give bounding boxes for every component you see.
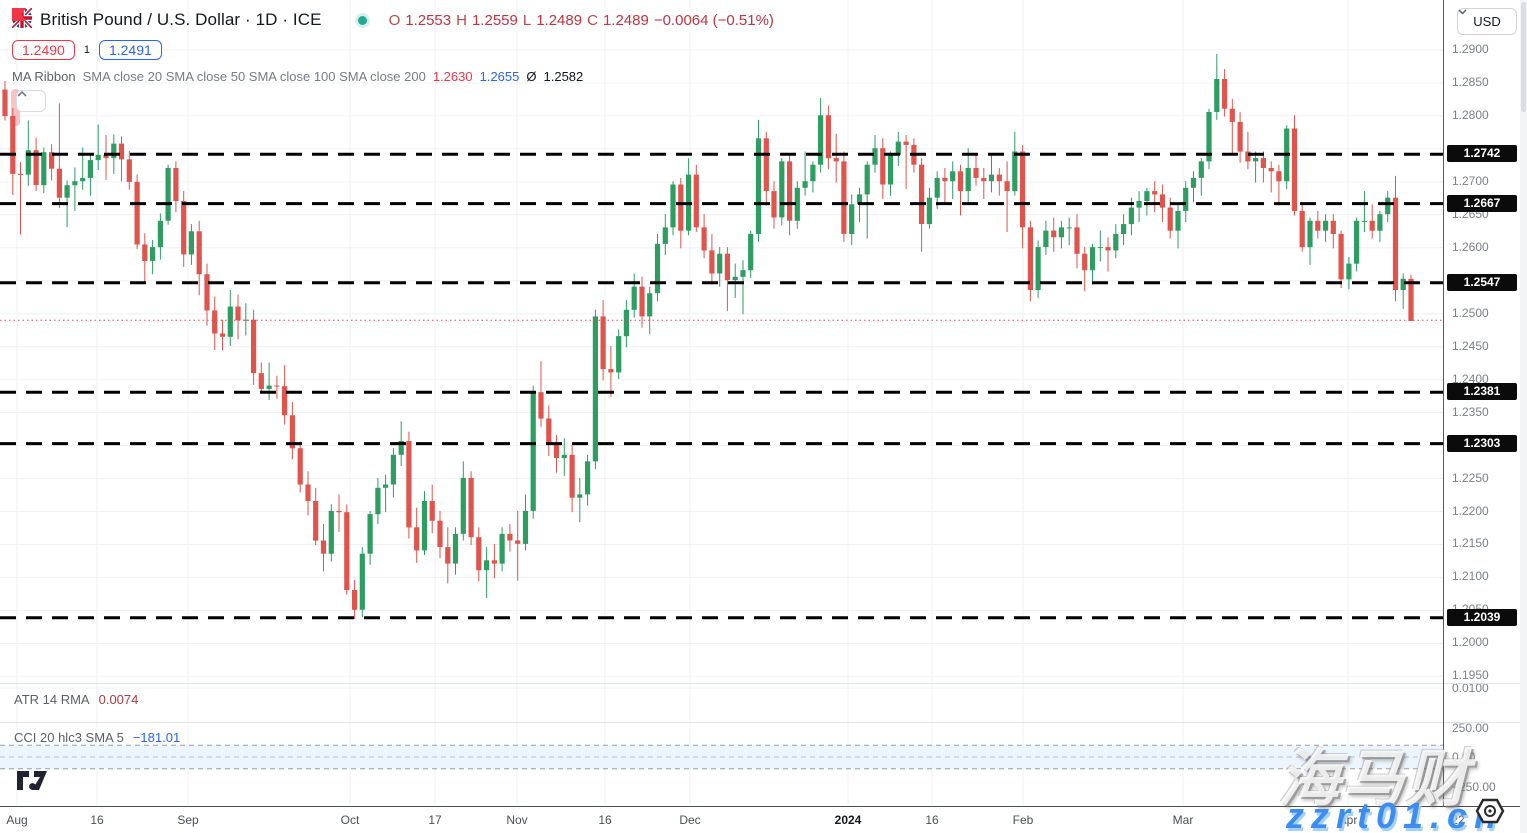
open-label: O	[388, 11, 401, 29]
price-axis-label: 1.2200	[1452, 503, 1489, 518]
price-axis-label: 1.2350	[1452, 404, 1489, 419]
scrollbar-thumb[interactable]	[1521, 2, 1526, 112]
sr-price-label: 1.2547	[1447, 273, 1517, 291]
price-axis-label: 1.2100	[1452, 569, 1489, 584]
close-value: 1.2489	[602, 11, 649, 29]
close-label: C	[587, 11, 598, 29]
sr-price-label: 1.2667	[1447, 194, 1517, 212]
time-axis-label: Aug	[6, 813, 28, 827]
atr-legend[interactable]: ATR 14 RMA 0.0074	[14, 692, 138, 707]
gridlines	[0, 0, 1443, 805]
chart-canvas[interactable]	[0, 0, 1444, 806]
sr-price-label: 1.2742	[1447, 145, 1517, 163]
atr-axis-label: 0.0100	[1452, 681, 1489, 695]
change-value: −0.0064 (−0.51%)	[653, 11, 774, 29]
time-axis-label: 16	[598, 813, 612, 827]
time-axis-label: 22	[1451, 813, 1465, 827]
time-axis-label: Oct	[340, 813, 360, 827]
atr-value: 0.0074	[98, 692, 139, 707]
buy-button[interactable]: 1.2491	[98, 39, 162, 60]
price-axis-label: 1.2000	[1452, 635, 1489, 650]
cci-value: −181.01	[132, 730, 181, 745]
pane-separator[interactable]	[0, 722, 1527, 723]
time-axis-label: Nov	[506, 813, 528, 827]
sma50-value: 1.2655	[479, 69, 520, 84]
cci-pane	[0, 744, 1443, 770]
cci-axis-label: 0.00	[1452, 750, 1476, 764]
cci-axis-label: −250.00	[1452, 779, 1496, 794]
price-axis-label: 1.2500	[1452, 305, 1489, 320]
chevron-up-icon	[17, 91, 27, 97]
price-axis-label: 1.2600	[1452, 239, 1489, 254]
price-axis-border	[1443, 0, 1444, 806]
sma20-value: 1.2630	[432, 69, 473, 84]
ribbon-average-value: 1.2582	[543, 69, 584, 84]
open-value: 1.2553	[405, 11, 452, 29]
price-axis-label: 1.2700	[1452, 173, 1489, 188]
price-axis-label: 1.2150	[1452, 536, 1489, 551]
ma-ribbon-legend[interactable]: MA Ribbon SMA close 20 SMA close 50 SMA …	[12, 69, 774, 84]
sr-price-label: 1.2381	[1447, 383, 1517, 401]
time-axis-label: Mar	[1172, 813, 1194, 827]
price-axis[interactable]: 1.2900 1.2850 1.2800 1.2700 1.2650 1.2600 1.25…	[1444, 0, 1527, 805]
time-axis-label: Dec	[679, 813, 701, 827]
price-axis-label: 1.2250	[1452, 470, 1489, 485]
symbol-title[interactable]: British Pound / U.S. Dollar · 1D · ICE	[40, 10, 322, 29]
price-axis-label: 1.2450	[1452, 338, 1489, 353]
scrollbar[interactable]	[1520, 0, 1527, 833]
ohlc-values: O 1.2553 H 1.2559 L 1.2489 C 1.2489 −0.0064 …	[389, 12, 774, 29]
currency-dropdown[interactable]: USD	[1457, 8, 1517, 35]
time-axis-label: 2024	[834, 813, 862, 827]
cci-legend[interactable]: CCI 20 hlc3 SMA 5 −181.01	[14, 730, 180, 745]
ma-ribbon-params: SMA close 20 SMA close 50 SMA close 100 …	[82, 69, 426, 84]
low-value: 1.2489	[536, 11, 583, 29]
price-axis-label: 1.2900	[1452, 42, 1489, 56]
candles-layer	[2, 54, 1414, 619]
time-axis-label: Sep	[177, 813, 199, 827]
ma-ribbon-name: MA Ribbon	[12, 69, 76, 84]
symbol-legend: British Pound / U.S. Dollar · 1D · ICE O…	[12, 8, 774, 84]
time-axis-label: Apr	[1338, 813, 1358, 827]
price-axis-label: 1.1950	[1452, 668, 1489, 683]
price-axis-label: 1.2800	[1452, 107, 1489, 122]
market-status-icon[interactable]	[357, 15, 367, 25]
high-label: H	[456, 11, 467, 29]
quote-row: 1.2490 1 1.2491	[12, 38, 774, 61]
time-axis-label: 17	[428, 813, 442, 827]
sell-button[interactable]: 1.2490	[12, 39, 75, 60]
time-axis-label: Feb	[1012, 813, 1034, 827]
cci-name: CCI 20 hlc3 SMA 5	[14, 730, 124, 745]
time-axis[interactable]: Aug 16 Sep Oct 17 Nov 16 Dec 2024 16 Feb Mar Apr 22	[0, 806, 1527, 833]
time-axis-label: 16	[90, 813, 104, 827]
price-axis-label: 1.2400	[1452, 371, 1489, 386]
pink-marker	[11, 89, 20, 126]
sr-levels	[0, 152, 1443, 620]
sr-price-label: 1.2039	[1447, 608, 1517, 626]
sr-price-label: 1.2303	[1447, 434, 1517, 452]
chevron-down-icon	[1458, 9, 1467, 15]
spread-value: 1	[83, 43, 90, 56]
collapse-pane-button[interactable]	[16, 90, 46, 112]
price-axis-label: 1.2850	[1452, 74, 1489, 89]
low-label: L	[522, 11, 532, 29]
currency-dropdown-value: USD	[1473, 14, 1501, 29]
high-value: 1.2559	[471, 11, 518, 29]
symbol-row: British Pound / U.S. Dollar · 1D · ICE O…	[12, 8, 774, 32]
cci-axis-label: 250.00	[1452, 720, 1489, 735]
atr-name: ATR 14 RMA	[14, 692, 90, 707]
average-symbol: Ø	[526, 69, 537, 84]
pane-separator[interactable]	[0, 683, 1527, 684]
time-axis-label: 16	[925, 813, 939, 827]
